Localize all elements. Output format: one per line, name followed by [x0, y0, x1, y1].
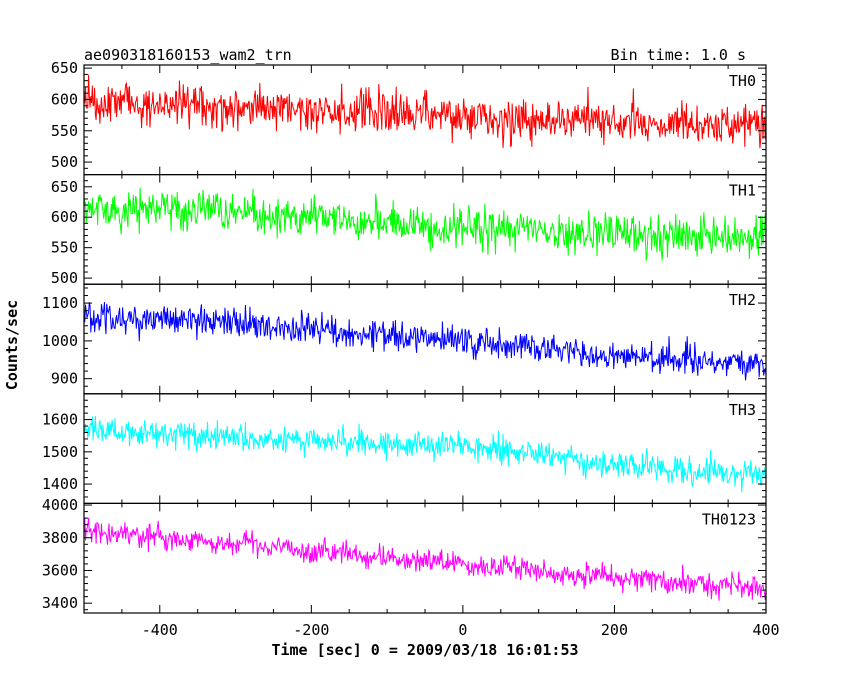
y-tick-label: 600: [51, 208, 78, 226]
y-tick-label: 1100: [42, 294, 78, 312]
y-tick-label: 900: [51, 370, 78, 388]
x-axis-label: Time [sec] 0 = 2009/03/18 16:01:53: [271, 641, 578, 659]
x-tick-label: 200: [601, 621, 628, 639]
y-tick-label: 3600: [42, 561, 78, 579]
y-tick-label: 500: [51, 153, 78, 171]
panel-frame: [83, 283, 767, 395]
series-line-th0123: [84, 517, 766, 601]
x-tick-label: -400: [142, 621, 178, 639]
y-tick-label: 650: [51, 59, 78, 77]
panel-label-th0123: TH0123: [702, 510, 756, 528]
y-tick-label: 3800: [42, 529, 78, 547]
panels-group: 500 550 600 650 TH0 500 550 600 650 TH1 900 1000 110…: [42, 59, 780, 639]
y-tick-label: 550: [51, 122, 78, 140]
x-tick-label: 400: [752, 621, 779, 639]
y-tick-label: 4000: [42, 496, 78, 514]
y-tick-label: 1000: [42, 332, 78, 350]
y-tick-label: 3400: [42, 594, 78, 612]
y-tick-label: 1600: [42, 411, 78, 429]
series-line-th0: [84, 74, 766, 149]
y-tick-label: 650: [51, 178, 78, 196]
series-line-th3: [84, 416, 766, 493]
series-line-th1: [84, 187, 766, 261]
y-tick-label: 1400: [42, 475, 78, 493]
y-tick-label: 500: [51, 269, 78, 287]
x-tick-label: 0: [458, 621, 467, 639]
x-tick-label: -200: [293, 621, 329, 639]
panel-label-th0: TH0: [729, 72, 756, 90]
bin-time-label: Bin time: 1.0 s: [611, 46, 746, 64]
y-tick-label: 1500: [42, 443, 78, 461]
y-tick-label: 550: [51, 239, 78, 257]
panel-frame: [83, 64, 767, 176]
panel-label-th2: TH2: [729, 291, 756, 309]
y-axis-label: Counts/sec: [3, 300, 21, 390]
panel-label-th3: TH3: [729, 401, 756, 419]
panel-label-th1: TH1: [729, 182, 756, 200]
series-line-th2: [84, 302, 766, 381]
y-tick-label: 600: [51, 90, 78, 108]
chart-title: ae090318160153_wam2_trn: [84, 46, 292, 64]
